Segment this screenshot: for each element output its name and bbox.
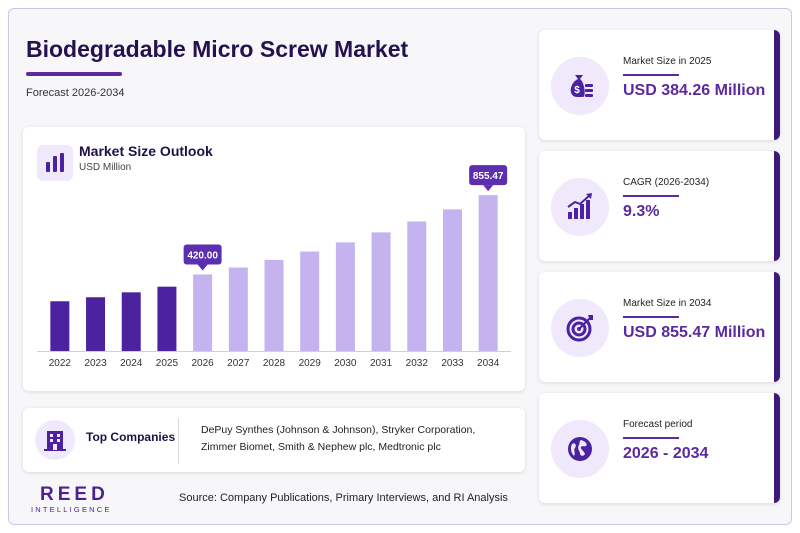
top-companies-list: DePuy Synthes (Johnson & Johnson), Stryk…	[201, 424, 476, 453]
stat-value: USD 855.47 Million	[623, 324, 766, 341]
x-tick-label: 2031	[370, 358, 393, 369]
bar-2032	[407, 221, 427, 351]
data-label-pointer	[197, 264, 208, 271]
svg-text:$: $	[574, 85, 580, 96]
x-tick-label: 2024	[120, 358, 143, 369]
page-subtitle: Forecast 2026-2034	[26, 87, 125, 99]
stat-card-market-size-2025: $ Market Size in 2025 USD 384.26 Million	[539, 30, 780, 140]
page-title: Biodegradable Micro Screw Market	[26, 36, 409, 62]
stat-card-market-size-2034: Market Size in 2034 USD 855.47 Million	[539, 272, 780, 382]
stat-rule	[623, 316, 679, 318]
x-tick-label: 2025	[156, 358, 179, 369]
stat-label: CAGR (2026-2034)	[623, 177, 710, 188]
data-label-2026: 420.00	[183, 244, 222, 271]
stat-rule	[623, 195, 679, 197]
x-tick-label: 2032	[406, 358, 429, 369]
top-companies-label: Top Companies	[86, 430, 176, 444]
stat-label: Forecast period	[623, 419, 693, 430]
title-underline	[26, 72, 122, 76]
x-tick-label: 2033	[441, 358, 464, 369]
stat-card-forecast-period: Forecast period 2026 - 2034	[539, 393, 780, 503]
x-tick-label: 2034	[477, 358, 500, 369]
bar-2026	[193, 274, 213, 351]
data-label-text: 855.47	[473, 171, 504, 182]
x-tick-label: 2026	[191, 358, 214, 369]
stat-card-cagr: CAGR (2026-2034) 9.3%	[539, 151, 780, 261]
stat-label: Market Size in 2034	[623, 298, 712, 309]
stat-label: Market Size in 2025	[623, 56, 712, 67]
bar-2030	[335, 242, 355, 351]
globe-icon	[551, 420, 609, 478]
bar-2029	[300, 251, 320, 351]
market-size-chart-card: Market Size Outlook USD Million 2022 2023…	[23, 127, 525, 391]
bar-chart: 2022 2023 2024 2025 2026 2027 2028 2029 2030 2031…	[37, 165, 511, 369]
bar-2022	[50, 301, 70, 351]
stat-value: 2026 - 2034	[623, 445, 709, 462]
data-label-2034: 855.47	[469, 165, 508, 192]
data-label-text: 420.00	[187, 250, 218, 261]
stat-rule	[623, 437, 679, 439]
x-tick-label: 2028	[263, 358, 286, 369]
bar-2023	[86, 297, 106, 351]
top-companies-card: Top Companies DePuy Synthes (Johnson & J…	[23, 408, 525, 472]
growth-chart-icon	[551, 178, 609, 236]
stat-rule	[623, 74, 679, 76]
bar-2027	[228, 267, 248, 351]
money-bag-icon: $	[551, 57, 609, 115]
bar-2031	[371, 232, 391, 351]
source-note: Source: Company Publications, Primary In…	[179, 492, 508, 504]
bar-2034	[478, 195, 498, 351]
bar-2028	[264, 259, 284, 351]
x-tick-label: 2029	[299, 358, 322, 369]
x-tick-label: 2030	[334, 358, 357, 369]
building-icon	[35, 420, 75, 460]
x-tick-label: 2027	[227, 358, 250, 369]
logo-reed: REED	[40, 484, 109, 505]
data-label-box	[469, 165, 508, 186]
chart-title: Market Size Outlook	[79, 143, 213, 159]
data-label-pointer	[483, 185, 494, 192]
stat-value: 9.3%	[623, 203, 660, 220]
x-tick-label: 2022	[49, 358, 72, 369]
bar-2025	[157, 286, 177, 351]
divider	[178, 418, 179, 464]
logo-intelligence: INTELLIGENCE	[31, 505, 112, 514]
x-tick-label: 2023	[84, 358, 107, 369]
data-label-box	[183, 244, 222, 265]
stat-value: USD 384.26 Million	[623, 82, 766, 99]
chart-unit: USD Million	[79, 162, 132, 173]
bar-2033	[442, 209, 462, 351]
target-icon	[551, 299, 609, 357]
bar-chart-icon	[37, 145, 73, 181]
bar-2024	[121, 292, 141, 351]
